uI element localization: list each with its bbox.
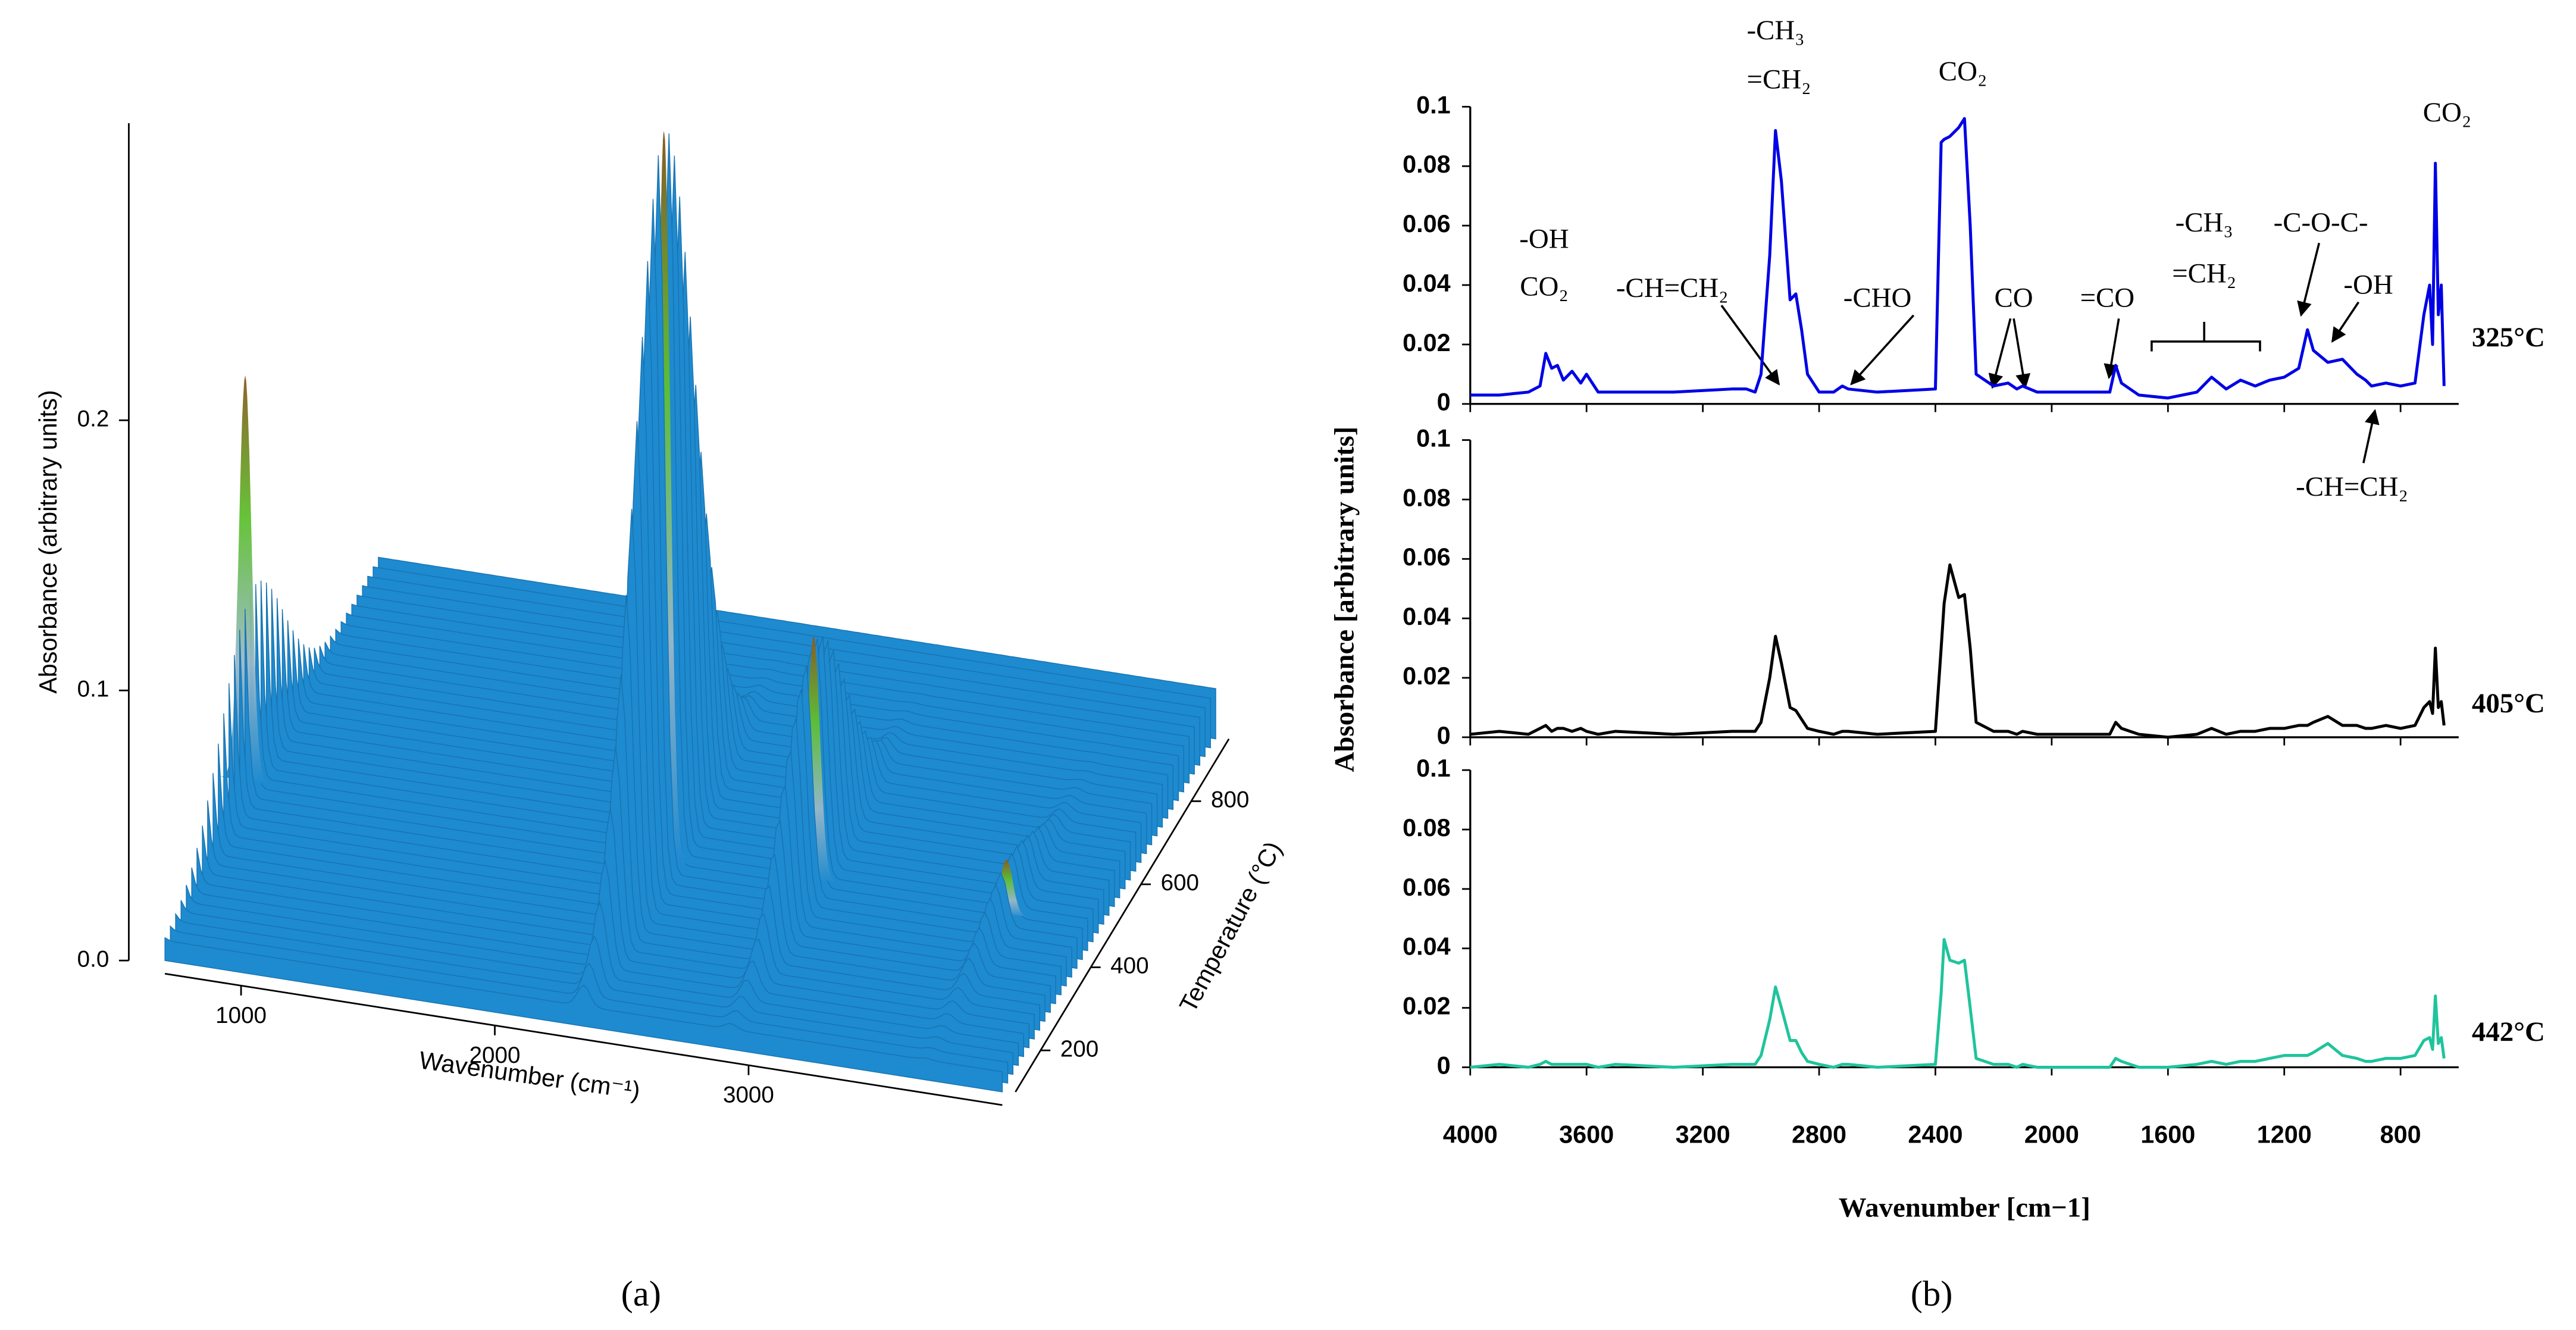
panel-a: 0.0 0.1 0.2 1000 2000 3000 200 400 600 800 Absorba… <box>35 123 1287 1314</box>
annotation: CO₂ <box>1520 271 1569 302</box>
panel-b: 0 0.02 0.04 0.06 0.08 0.1 325°C 0 0.02 0.04 0.06 0.… <box>1329 15 2545 1314</box>
y-tick-label: 0.1 <box>1416 424 1451 452</box>
spectrum-line <box>1470 563 2446 739</box>
annotation: CO <box>1995 283 2033 314</box>
annotation: CO₂ <box>2423 97 2472 128</box>
y-tick-label: 0.1 <box>1416 755 1451 782</box>
arrow <box>1720 305 1780 386</box>
x-tick-label: 3000 <box>723 1082 774 1108</box>
x-tick-label: 2000 <box>469 1043 521 1068</box>
annotation: CO₂ <box>1939 56 1987 87</box>
x-tick-label: 1000 <box>215 1003 267 1028</box>
panel-label: (a) <box>621 1274 661 1314</box>
y-axis-label: Temperature (°C) <box>1174 837 1287 1016</box>
arrow <box>2362 409 2380 464</box>
arrow <box>2297 242 2321 317</box>
annotation: -OH <box>2343 270 2393 301</box>
x-tick-label: 1200 <box>2257 1121 2312 1148</box>
z-tick-label: 0.0 <box>77 946 109 972</box>
z-tick-label: 0.2 <box>77 406 109 431</box>
y-tick-label: 0.08 <box>1403 151 1451 178</box>
y-tick-label: 0.06 <box>1403 210 1451 237</box>
annotation: -CH₃ <box>2176 207 2233 238</box>
arrow <box>2331 301 2360 343</box>
x-axis <box>164 972 1003 1106</box>
y-tick-label: 0.08 <box>1403 484 1451 511</box>
z-tick-label: 0.1 <box>77 676 109 702</box>
annotation: -CH₃ <box>1746 15 1804 46</box>
annotation: =CO <box>2080 283 2135 314</box>
y-tick-label: 0 <box>1437 1052 1451 1079</box>
x-tick-label: 800 <box>2380 1121 2421 1148</box>
surface-slice <box>164 937 1003 1093</box>
x-tick-label: 4000 <box>1443 1121 1498 1148</box>
y-axis-label: Absorbance [arbitrary units] <box>1329 427 1360 772</box>
x-tick-label: 2400 <box>1908 1121 1962 1148</box>
y-tick-label: 0.02 <box>1403 993 1451 1020</box>
peak <box>214 375 276 786</box>
x-axis-label: Wavenumber (cm⁻¹) <box>418 1046 642 1104</box>
series-label: 442°C <box>2472 1016 2545 1047</box>
y-tick-label: 0.08 <box>1403 814 1451 841</box>
annotation: -C-O-C- <box>2274 207 2368 238</box>
y-tick-label: 600 <box>1161 870 1199 896</box>
annotation: -CH=CH₂ <box>1616 273 1729 303</box>
x-tick-label: 3200 <box>1676 1121 1730 1148</box>
y-tick-label: 0 <box>1437 389 1451 416</box>
arrow <box>2012 318 2031 389</box>
spectrum-line <box>1470 117 2446 400</box>
y-tick-label: 800 <box>1211 787 1249 813</box>
arrow <box>1988 318 2012 389</box>
y-tick-label: 0.04 <box>1403 270 1451 297</box>
annotation: -OH <box>1519 223 1569 254</box>
y-tick-label: 0.04 <box>1403 933 1451 960</box>
y-tick-label: 0.06 <box>1403 874 1451 901</box>
y-tick-label: 400 <box>1110 953 1148 979</box>
x-tick-label: 2800 <box>1792 1121 1846 1148</box>
y-tick-label: 200 <box>1060 1036 1098 1062</box>
spectrum-line <box>1470 938 2446 1069</box>
series-label: 325°C <box>2472 322 2545 353</box>
y-tick-label: 0 <box>1437 722 1451 749</box>
x-axis-label: Wavenumber [cm−1] <box>1839 1192 2090 1223</box>
z-axis-label: Absorbance (arbitrary units) <box>35 390 62 694</box>
y-tick-label: 0.06 <box>1403 543 1451 571</box>
y-axis <box>1015 738 1230 1093</box>
annotation: =CH₂ <box>1747 64 1811 95</box>
bracket <box>2151 321 2261 352</box>
x-tick-label: 2000 <box>2024 1121 2079 1148</box>
y-tick-label: 0.04 <box>1403 603 1451 630</box>
y-tick-label: 0.02 <box>1403 329 1451 356</box>
y-tick-label: 0.02 <box>1403 662 1451 690</box>
arrow <box>2104 318 2120 380</box>
annotation: -CHO <box>1843 283 1912 314</box>
x-tick-label: 1600 <box>2140 1121 2195 1148</box>
annotation: -CH=CH₂ <box>2296 471 2408 502</box>
y-tick-label: 0.1 <box>1416 91 1451 118</box>
arrow <box>1850 314 1915 386</box>
annotation: =CH₂ <box>2172 258 2236 289</box>
peak <box>783 636 844 884</box>
x-tick-label: 3600 <box>1559 1121 1614 1148</box>
series-label: 405°C <box>2472 688 2545 719</box>
panel-label: (b) <box>1911 1274 1953 1314</box>
